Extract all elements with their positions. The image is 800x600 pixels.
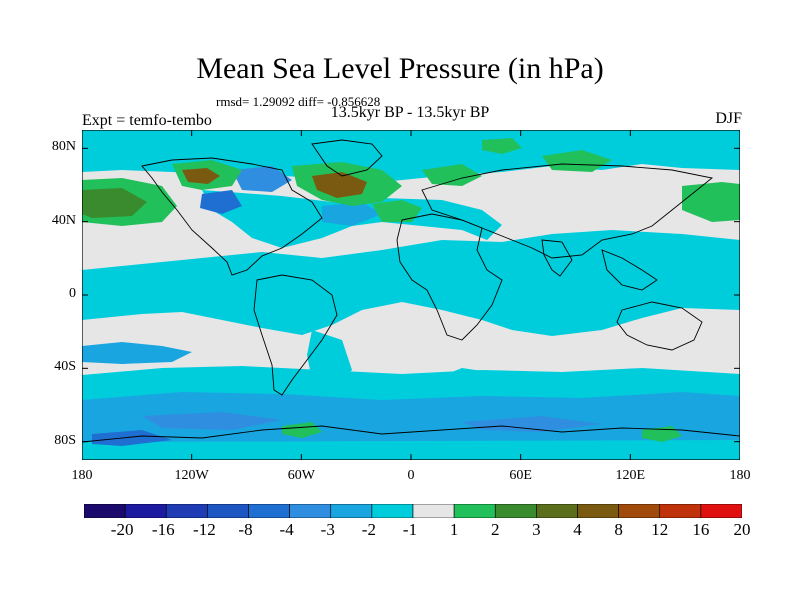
lat-tick-label: 80N [51, 139, 76, 155]
period-label: 13.5kyr BP - 13.5kyr BP [330, 104, 490, 121]
colorbar-label: 8 [614, 520, 623, 539]
colorbar-label: -20 [110, 520, 134, 539]
lon-tick-label: 0 [407, 468, 415, 483]
north-pacific-green-east [682, 182, 740, 222]
eurasia-coast [421, 163, 714, 259]
tropical-band [82, 230, 740, 336]
lat-tick-label: 80S [54, 432, 76, 448]
antarctica-coast [82, 425, 740, 443]
colorbar-label: -4 [279, 520, 294, 539]
colorbar-swatch [659, 504, 702, 518]
labrador-blue [200, 190, 242, 214]
colorbar-label: 1 [449, 520, 459, 539]
colorbar-swatch [330, 504, 373, 518]
stats-line: rmsd= 1.29092 diff= -0.856628 [216, 94, 381, 109]
colorbar-swatch [207, 504, 249, 518]
siberia-green [542, 150, 612, 172]
experiment-label: Expt = temfo-tembo [82, 112, 212, 129]
colorbar-label: 3 [532, 520, 541, 539]
season-label: DJF [715, 110, 742, 127]
lon-tick-label: 120W [174, 468, 209, 483]
colorbar-swatch [577, 504, 619, 518]
north-america-brown [182, 168, 220, 184]
colorbar-swatch [453, 504, 496, 518]
north-america-coast [141, 157, 323, 276]
colorbar-swatch [248, 504, 290, 518]
colorbar-swatch [494, 504, 537, 518]
colorbar-label: 20 [733, 520, 751, 539]
strong-negative-bands [82, 166, 740, 446]
lon-tick-label: 60W [287, 468, 315, 483]
australia-coast [616, 301, 703, 351]
southeast-asia-coast [601, 249, 658, 291]
south-pacific-cyan [82, 342, 192, 364]
colorbar-label: -1 [402, 520, 418, 539]
colorbar-swatch [536, 504, 578, 518]
colorbar-swatch [165, 504, 208, 518]
scandinavia-green [422, 164, 482, 186]
antarctic-green-1 [282, 422, 322, 438]
colorbar-label: -2 [361, 520, 376, 539]
colorbar-swatch [412, 504, 455, 518]
lat-tick-label: 0 [69, 286, 76, 301]
colorbar-swatch [289, 504, 332, 518]
atlantic-brown [312, 172, 367, 198]
north-atlantic-cyan [322, 202, 382, 226]
south-america-coast [253, 274, 338, 396]
colorbar-label: 16 [692, 520, 710, 539]
lon-tick-label: 120E [615, 468, 646, 483]
colorbar-label: -16 [151, 520, 175, 539]
pressure-anomaly-map [82, 130, 740, 460]
lon-tick-label: 180 [71, 468, 93, 483]
greenland-coast [311, 139, 383, 177]
lon-tick-label: 180 [729, 468, 751, 483]
greenland-blue [232, 166, 292, 192]
colorbar-label: -3 [320, 520, 335, 539]
lon-tick-label: 60E [509, 468, 532, 483]
colorbar-label: -8 [238, 520, 253, 539]
colorbar [84, 504, 742, 518]
indian-neutral [522, 326, 740, 366]
colorbar-swatch [618, 504, 661, 518]
axis-ticks [82, 130, 740, 460]
colorbar-label: 12 [651, 520, 669, 539]
south-indian-tongue [432, 368, 512, 400]
antarctic-blue-1 [142, 412, 282, 430]
colorbar-swatch [371, 504, 414, 518]
north-pacific-darkgreen-west [82, 188, 147, 218]
south-atlantic-neutral [352, 318, 452, 362]
antarctic-blue-3 [92, 430, 172, 446]
coastlines [82, 139, 740, 443]
india-coast [541, 239, 573, 277]
positive-anomaly-regions [82, 138, 740, 442]
arctic-green-bits [482, 138, 522, 154]
colorbar-swatch [84, 504, 126, 518]
colorbar-label: -12 [193, 520, 216, 539]
lat-tick-label: 40N [51, 212, 76, 228]
colorbar-swatch [124, 504, 167, 518]
antarctic-blue-2 [462, 416, 602, 432]
colorbar-label: 4 [573, 520, 582, 539]
europe-green [372, 200, 422, 222]
chart-title: Mean Sea Level Pressure (in hPa) [196, 52, 604, 85]
southern-ocean-cyan [82, 392, 740, 442]
colorbar-swatch [700, 504, 742, 518]
lat-tick-label: 40S [54, 359, 76, 375]
colorbar-label: 2 [491, 520, 500, 539]
